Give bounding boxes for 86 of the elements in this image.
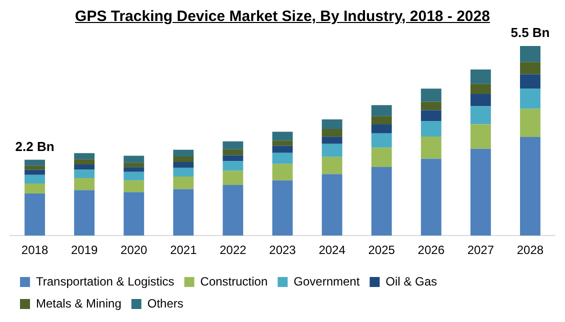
bar [520,46,540,62]
bar [420,136,442,159]
bar [272,152,293,164]
bar [222,161,244,171]
bar [173,150,194,157]
bar [124,156,144,163]
annotation: 5.5 Bn [510,25,550,40]
bar [420,88,442,102]
x-tick-label: 2024 [318,243,346,258]
bar [74,178,95,190]
bar [272,132,293,141]
legend-label: Oil & Gas [386,274,438,288]
x-tick-label: 2019 [70,243,98,258]
legend-label: Transportation & Logistics [36,274,174,288]
x-tick-label: 2025 [368,243,396,258]
bar [520,74,540,88]
bar [520,137,540,236]
bar [24,170,45,175]
chart-title: GPS Tracking Device Market Size, By Industry, 2018 - 2028 [74,8,491,25]
bar [371,133,392,148]
bar [173,176,194,190]
bar [322,129,342,137]
bar [124,180,144,192]
bar [470,106,491,124]
bar [124,162,144,168]
bar [371,105,392,116]
bar [173,168,194,176]
bar [420,110,442,122]
bar [222,155,244,162]
bar [74,159,95,164]
bar [173,189,194,236]
bar [24,166,45,170]
x-tick-label: 2028 [516,243,544,258]
legend-label: Others [147,296,184,310]
bar [371,148,392,167]
bar [322,174,342,236]
bar [322,119,342,130]
bar [322,136,342,144]
bar [124,192,144,236]
bar [124,172,144,180]
bar [420,102,442,110]
bar [173,156,194,162]
bar [371,124,392,134]
bar [520,88,540,109]
bar [272,180,293,236]
bar [74,190,95,236]
bar [272,146,293,153]
x-tick-label: 2022 [220,243,247,258]
bar [74,153,95,160]
bar [24,174,45,184]
bar [470,84,491,94]
x-tick-label: 2023 [269,243,296,258]
bar [272,140,293,146]
x-tick-label: 2020 [120,243,148,258]
bar [470,124,491,149]
x-tick-label: 2021 [170,243,198,258]
bar [124,167,144,172]
bar [520,108,540,138]
bar [272,164,293,180]
bar [222,184,244,236]
x-tick-label: 2018 [21,243,48,258]
bar [74,164,95,170]
bar [24,194,45,236]
bar [371,166,392,236]
bar [173,162,194,168]
x-tick-label: 2026 [418,243,445,258]
bar [222,141,244,150]
legend-label: Metals & Mining [36,296,122,310]
bar [222,149,244,156]
bar [420,158,442,236]
bar [322,156,342,174]
x-tick-label: 2027 [467,243,494,258]
legend-label: Government [294,274,360,288]
bar [371,116,392,124]
bar [24,160,45,166]
bar [222,170,244,185]
bar [470,94,491,106]
bar [470,70,491,84]
bar [520,62,540,74]
bar [420,121,442,136]
annotation: 2.2 Bn [15,138,54,154]
legend-label: Construction [200,274,268,288]
bar [74,170,95,178]
bar [322,144,342,157]
bar [470,148,491,236]
bar [24,183,45,194]
